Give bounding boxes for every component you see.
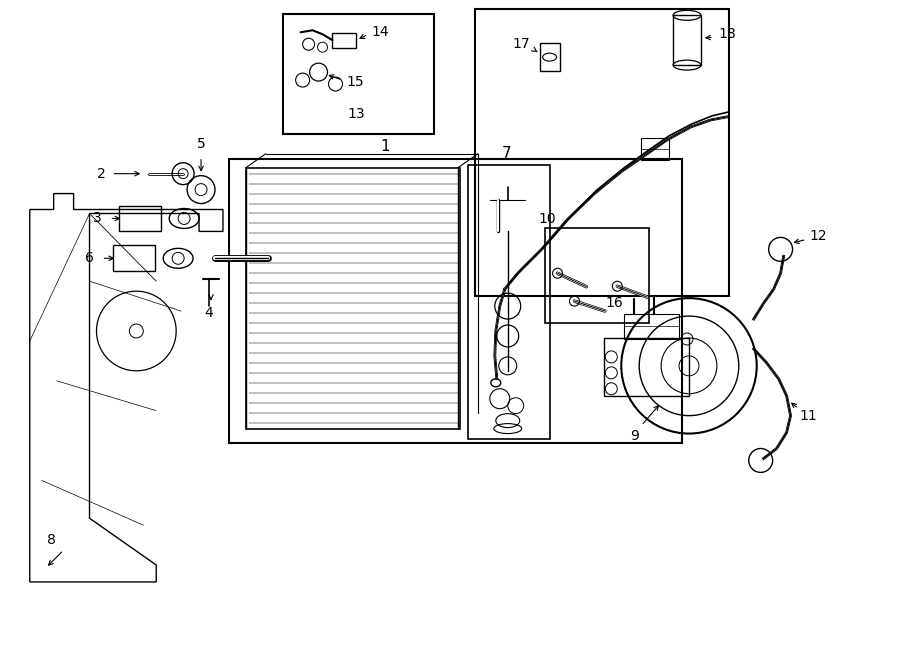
Text: 10: 10 bbox=[539, 212, 556, 227]
Bar bbox=[544, 229, 649, 323]
Text: 17: 17 bbox=[513, 37, 530, 51]
Text: 5: 5 bbox=[197, 137, 205, 151]
Text: 12: 12 bbox=[810, 229, 827, 243]
Text: 9: 9 bbox=[630, 428, 639, 443]
Bar bbox=[673, 15, 701, 65]
Bar bbox=[641, 137, 669, 160]
Bar bbox=[283, 15, 434, 134]
Bar bbox=[604, 338, 689, 396]
Text: 6: 6 bbox=[86, 251, 94, 265]
Text: 8: 8 bbox=[47, 533, 56, 547]
Text: 2: 2 bbox=[97, 167, 106, 180]
Text: 13: 13 bbox=[347, 107, 365, 121]
Text: 16: 16 bbox=[606, 296, 623, 310]
Text: 15: 15 bbox=[346, 75, 364, 89]
Bar bbox=[540, 43, 560, 71]
Text: 7: 7 bbox=[502, 146, 511, 161]
Text: 11: 11 bbox=[799, 408, 817, 422]
Bar bbox=[113, 245, 155, 271]
Text: 3: 3 bbox=[93, 212, 102, 225]
Bar bbox=[120, 206, 161, 231]
Text: 14: 14 bbox=[372, 25, 389, 39]
Text: 1: 1 bbox=[381, 139, 390, 154]
Bar bbox=[475, 9, 729, 296]
Bar bbox=[229, 159, 682, 442]
Text: 4: 4 bbox=[204, 306, 213, 320]
Text: 18: 18 bbox=[718, 27, 735, 41]
Bar bbox=[246, 168, 460, 428]
Bar bbox=[468, 165, 550, 438]
Bar bbox=[332, 33, 356, 48]
Bar bbox=[625, 314, 679, 339]
